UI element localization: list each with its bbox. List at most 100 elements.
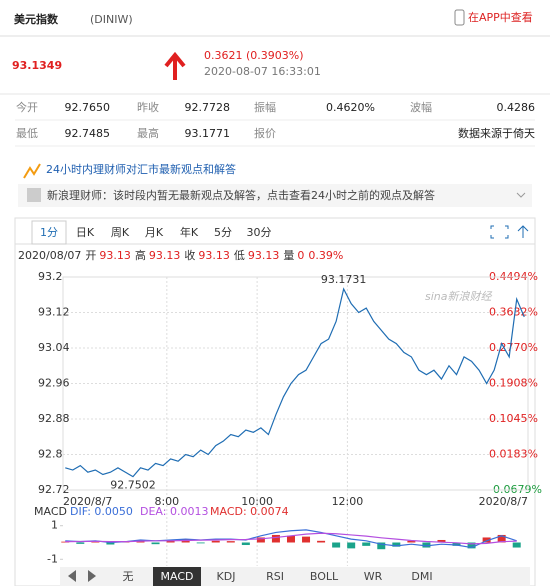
indicator-tab[interactable]: 无	[123, 570, 134, 583]
macd-bar	[106, 542, 115, 545]
macd-bar	[226, 541, 235, 543]
stat-value: 92.7485	[65, 127, 111, 140]
stat-label: 振幅	[254, 100, 276, 114]
macd-bar	[377, 542, 386, 550]
app-link: 在APP中查看	[468, 10, 533, 24]
macd-bar	[347, 542, 356, 549]
tab[interactable]: 30分	[247, 226, 272, 239]
info-item: 0.39%	[308, 249, 343, 262]
selected-tab	[31, 220, 67, 245]
macd-bar	[452, 542, 461, 546]
macd-line	[65, 529, 517, 549]
next-arrow[interactable]	[88, 570, 96, 582]
info-item: 高	[135, 248, 146, 262]
y-tick-label: -1	[47, 552, 58, 565]
trend-icon	[23, 163, 41, 179]
info-item: 2020/08/07	[18, 249, 81, 262]
banner-title[interactable]: 24小时内理财师对汇市最新观点和解答	[46, 162, 236, 176]
y-tick-label: 92.88	[38, 412, 70, 425]
expand-icon[interactable]	[516, 192, 526, 198]
macd-bar	[497, 534, 506, 543]
avatar	[27, 188, 41, 202]
title: 美元指数	[14, 12, 59, 26]
macd-bar	[512, 542, 521, 548]
y2-tick-label: 0.1045%	[489, 412, 538, 425]
x-tick-label: 12:00	[332, 495, 364, 508]
tab[interactable]: 日K	[76, 226, 95, 239]
info-item: 93.13	[198, 249, 230, 262]
macd-bar	[362, 542, 371, 546]
stat-value: 0.4286	[497, 101, 536, 114]
info-item: 93.13	[149, 249, 181, 262]
stat-label: 最高	[137, 126, 159, 140]
indicator-tab[interactable]: BOLL	[310, 570, 339, 583]
y-tick-label: 92.8	[38, 448, 63, 461]
stat-label: 波幅	[410, 101, 432, 114]
y2-tick-label: 0.0183%	[489, 448, 538, 461]
macd-line	[65, 532, 517, 545]
macd-bar	[407, 540, 416, 543]
watermark: sina新浪财经	[425, 290, 492, 303]
code: (DINIW)	[90, 13, 133, 26]
selected-indicator	[153, 567, 201, 586]
tab[interactable]: 5分	[214, 226, 232, 239]
macd-bar	[166, 540, 175, 543]
macd-bar	[151, 542, 160, 545]
tab[interactable]: 周K	[111, 226, 130, 239]
info-item: 开	[85, 249, 96, 262]
indicator-tab[interactable]: RSI	[266, 570, 284, 583]
macd-bar	[241, 542, 250, 546]
macd-bar	[61, 541, 70, 543]
macd-bar	[332, 542, 341, 548]
y2-tick-label: 0.1908%	[489, 376, 538, 389]
x-tick-label: 10:00	[241, 495, 273, 508]
y-tick-label: 92.72	[38, 483, 70, 496]
prev-arrow[interactable]	[68, 570, 76, 582]
macd-bar	[211, 540, 220, 543]
indicator-tab[interactable]: MACD	[161, 570, 194, 583]
info-item: 93.13	[248, 249, 280, 262]
banner-message[interactable]: 新浪理财师：该时段内暂无最新观点及解答，点击查看24小时之前的观点及解答	[47, 188, 435, 202]
price: 93.1349	[12, 59, 62, 72]
info-item: 收	[184, 248, 195, 262]
y-tick-label: 92.96	[38, 377, 70, 390]
tab[interactable]: 1分	[40, 226, 58, 239]
annotation: 92.7502	[110, 479, 156, 492]
legend-entry: DIF: 0.0050	[70, 505, 133, 518]
x-tick-label: 8:00	[154, 495, 179, 508]
y-tick-label: 93.2	[38, 270, 63, 283]
macd-bar	[392, 542, 401, 547]
tab[interactable]: 月K	[145, 226, 164, 239]
more-icon[interactable]	[517, 225, 529, 238]
stat-label: 报价	[254, 126, 276, 140]
legend-entry: MACD: 0.0074	[210, 505, 289, 518]
chart-panel	[14, 217, 536, 586]
macd-bar	[286, 535, 295, 543]
up-arrow	[164, 51, 186, 80]
tab[interactable]: 年K	[180, 225, 199, 239]
info-item: 0	[297, 249, 304, 262]
x-tick-label: 2020/8/7	[479, 495, 528, 508]
x-tick-label: 2020/8/7	[63, 495, 112, 508]
fullscreen-icon[interactable]	[490, 225, 509, 239]
change: 0.3621 (0.3903%)	[204, 49, 304, 62]
stat-label: 今开	[16, 100, 38, 114]
y2-tick-label: 0.3632%	[489, 305, 538, 318]
macd-bar	[196, 542, 205, 544]
price-line	[65, 287, 525, 478]
indicator-tab[interactable]: DMI	[411, 570, 432, 583]
message-box[interactable]	[18, 184, 532, 207]
y2-tick-label: 0.2770%	[489, 341, 538, 354]
indicator-tab[interactable]: KDJ	[217, 570, 236, 583]
annotation: 93.1731	[321, 273, 367, 286]
macd-bar	[422, 542, 431, 548]
plot-frame	[62, 276, 529, 491]
stat-value: 92.7728	[185, 101, 231, 114]
y-tick-label: 1	[51, 519, 58, 532]
y-tick-label: 93.04	[38, 341, 70, 354]
phone-icon	[454, 9, 465, 26]
stat-value: 92.7650	[65, 101, 111, 114]
indicator-tab[interactable]: WR	[364, 570, 383, 583]
